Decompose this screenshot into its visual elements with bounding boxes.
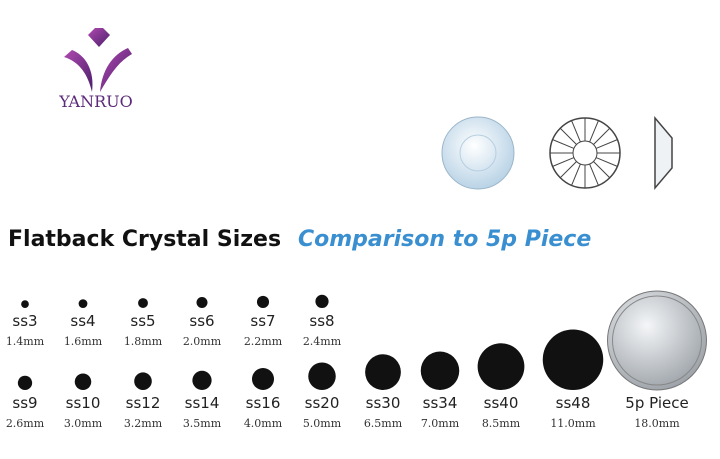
size-mm: 2.2mm bbox=[244, 335, 283, 348]
size-name: ss48 bbox=[556, 394, 591, 412]
logo: YANRUO bbox=[58, 28, 133, 111]
coin-rim bbox=[612, 295, 702, 386]
crystal-dot bbox=[74, 373, 92, 390]
size-mm: 5.0mm bbox=[303, 417, 342, 430]
crystal-dot bbox=[315, 294, 329, 308]
facet bbox=[559, 127, 577, 145]
size-mm: 1.6mm bbox=[64, 335, 103, 348]
crystal-dot bbox=[134, 372, 152, 391]
crystal-dot bbox=[420, 351, 460, 390]
crystal-dot bbox=[542, 329, 604, 390]
size-name: ss16 bbox=[246, 394, 281, 412]
size-mm: 11.0mm bbox=[550, 417, 596, 430]
size-name: ss8 bbox=[309, 312, 334, 330]
size-mm: 7.0mm bbox=[421, 417, 460, 430]
crystal-dot bbox=[138, 298, 148, 308]
crystal-dot bbox=[252, 368, 274, 390]
facet bbox=[559, 161, 577, 179]
crystal-dot bbox=[256, 295, 270, 309]
size-mm: 4.0mm bbox=[244, 417, 283, 430]
size-name: ss3 bbox=[12, 312, 37, 330]
size-mm: 1.8mm bbox=[124, 335, 163, 348]
crystal-illustrations bbox=[441, 115, 673, 191]
crystal-dot bbox=[192, 370, 212, 390]
facet bbox=[589, 120, 599, 143]
crystal-dot bbox=[196, 297, 208, 308]
size-mm: 2.6mm bbox=[6, 417, 45, 430]
subtitle: Comparison to 5p Piece bbox=[298, 227, 591, 252]
facet bbox=[552, 139, 575, 149]
facet bbox=[571, 163, 581, 186]
size-mm: 2.0mm bbox=[183, 335, 222, 348]
size-mm: 3.2mm bbox=[124, 417, 163, 430]
size-mm: 3.5mm bbox=[183, 417, 222, 430]
size-name: ss34 bbox=[423, 394, 458, 412]
size-mm: 3.0mm bbox=[64, 417, 103, 430]
coin bbox=[607, 290, 707, 391]
size-name: ss9 bbox=[12, 394, 37, 412]
size-mm: 1.4mm bbox=[6, 335, 45, 348]
size-name: ss7 bbox=[250, 312, 275, 330]
size-name: ss30 bbox=[366, 394, 401, 412]
size-name: ss4 bbox=[70, 312, 95, 330]
size-name: ss6 bbox=[189, 312, 214, 330]
size-mm: 8.5mm bbox=[482, 417, 521, 430]
size-name: ss40 bbox=[484, 394, 519, 412]
facet bbox=[595, 157, 618, 167]
facet bbox=[552, 157, 575, 167]
size-mm: 18.0mm bbox=[634, 417, 680, 430]
crystal-dot bbox=[78, 299, 88, 308]
title: Flatback Crystal Sizes bbox=[8, 227, 281, 252]
size-name: ss10 bbox=[66, 394, 101, 412]
size-name: ss12 bbox=[126, 394, 161, 412]
size-name: 5p Piece bbox=[625, 394, 688, 412]
crystal-dot bbox=[21, 300, 29, 308]
crystal-dot bbox=[477, 343, 525, 390]
crystal-dot bbox=[17, 375, 33, 390]
facet bbox=[589, 163, 599, 186]
size-mm: 6.5mm bbox=[364, 417, 403, 430]
size-name: ss14 bbox=[185, 394, 220, 412]
crystal-dot bbox=[308, 362, 336, 390]
size-name: ss20 bbox=[305, 394, 340, 412]
size-name: ss5 bbox=[130, 312, 155, 330]
crystal-dot bbox=[365, 354, 401, 390]
facet bbox=[571, 120, 581, 143]
facet bbox=[595, 139, 618, 149]
facet bbox=[593, 127, 611, 145]
size-mm: 2.4mm bbox=[303, 335, 342, 348]
logo-text: YANRUO bbox=[58, 92, 133, 111]
facet bbox=[593, 161, 611, 179]
